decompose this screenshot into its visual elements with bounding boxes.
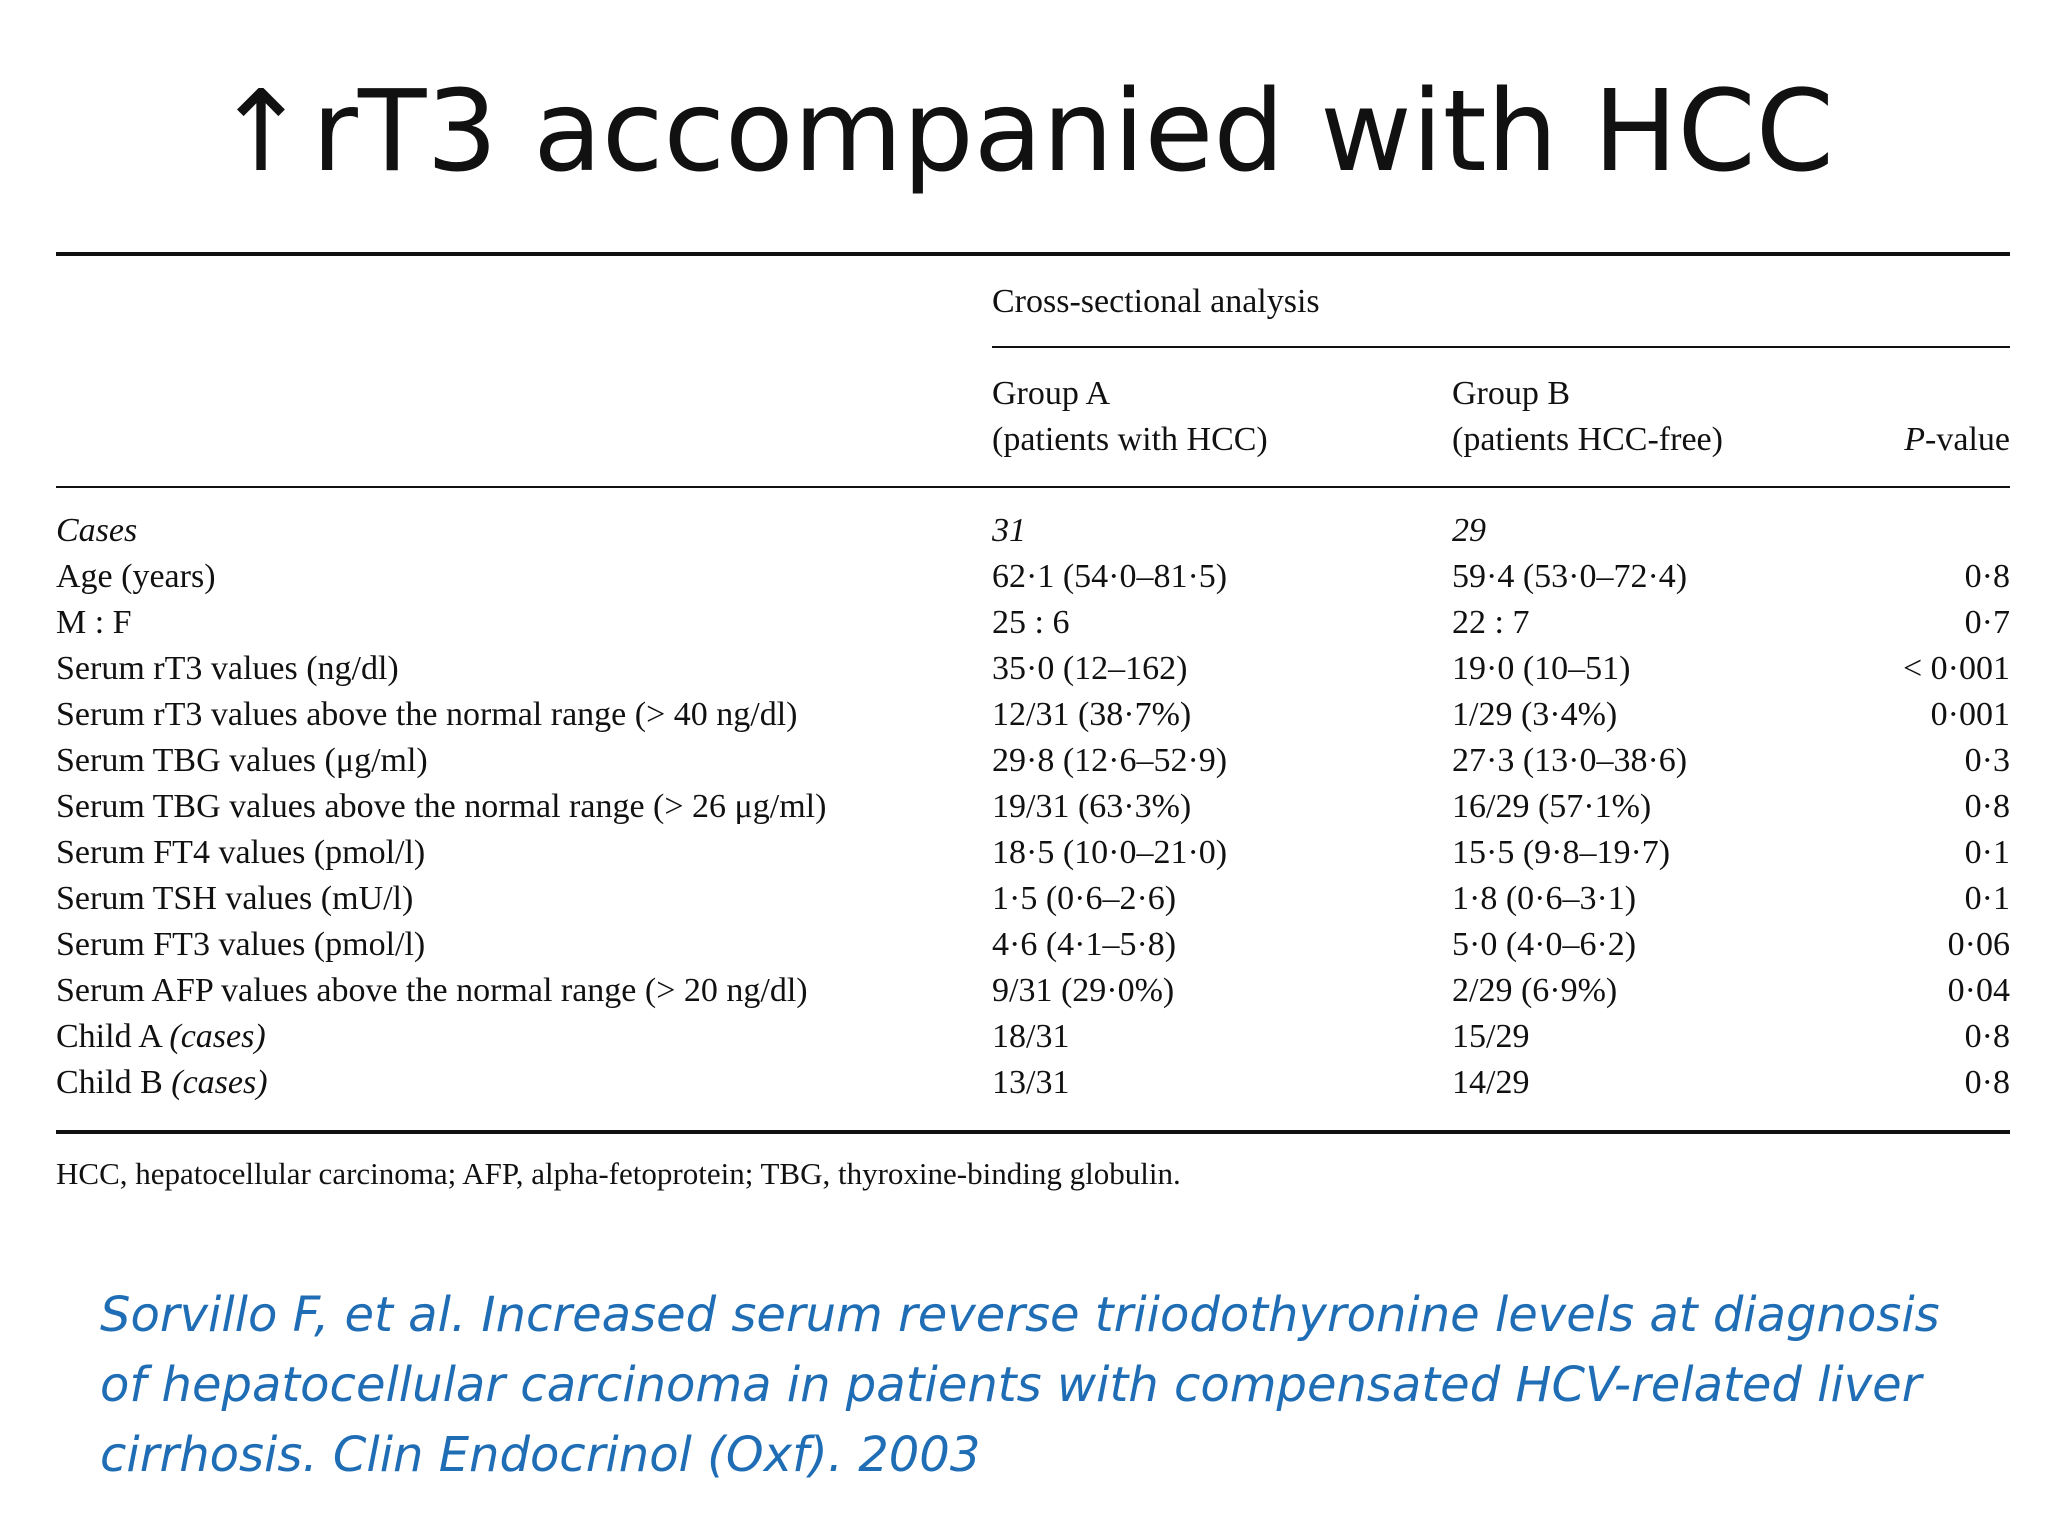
group-a-value: 18/31	[992, 1018, 1070, 1055]
group-b-value: 1/29 (3·4%)	[1452, 696, 1618, 733]
p-value: 0·8	[1964, 1064, 2010, 1101]
table-row: M : F 25 : 6 22 : 7 0·7	[0, 600, 2048, 646]
group-b-value: 27·3 (13·0–38·6)	[1452, 742, 1688, 779]
group-b-value: 15·5 (9·8–19·7)	[1452, 834, 1671, 871]
group-a-name: Group A	[992, 375, 1111, 412]
group-a-value: 31	[992, 512, 1026, 549]
group-a-value: 29·8 (12·6–52·9)	[992, 742, 1228, 779]
group-b-desc: (patients HCC-free)	[1452, 421, 1723, 458]
slide-title: ↑rT3 accompanied with HCC	[0, 62, 2048, 202]
table-row: Serum TSH values (mU/l) 1·5 (0·6–2·6) 1·…	[0, 876, 2048, 922]
table-row: Serum FT4 values (pmol/l) 18·5 (10·0–21·…	[0, 830, 2048, 876]
group-b-value: 2/29 (6·9%)	[1452, 972, 1618, 1009]
group-b-value: 59·4 (53·0–72·4)	[1452, 558, 1688, 595]
group-b-value: 29	[1452, 512, 1486, 549]
p-value-header-italic: P	[1904, 421, 1926, 458]
p-value: 0·001	[1930, 696, 2010, 733]
table-bottom-rule	[56, 1130, 2010, 1134]
row-label: Serum FT3 values (pmol/l)	[56, 926, 426, 963]
p-value-header: P-value	[1904, 417, 2010, 463]
table-body: Cases 31 29 Age (years) 62·1 (54·0–81·5)…	[0, 508, 2048, 1106]
row-label: Serum TBG values above the normal range …	[56, 788, 827, 825]
group-a-value: 62·1 (54·0–81·5)	[992, 558, 1228, 595]
p-value: 0·7	[1964, 604, 2010, 641]
row-label: Serum rT3 values (ng/dl)	[56, 650, 399, 687]
group-b-value: 16/29 (57·1%)	[1452, 788, 1652, 825]
group-a-value: 1·5 (0·6–2·6)	[992, 880, 1177, 917]
row-label: Child B (cases)	[56, 1060, 268, 1106]
row-label-text: Child A	[56, 1018, 161, 1055]
citation-reference: Sorvillo F, et al. Increased serum rever…	[100, 1287, 1940, 1483]
table-row: Serum rT3 values (ng/dl) 35·0 (12–162) 1…	[0, 646, 2048, 692]
row-label: Serum rT3 values above the normal range …	[56, 696, 798, 733]
group-a-value: 4·6 (4·1–5·8)	[992, 926, 1177, 963]
group-a-value: 9/31 (29·0%)	[992, 972, 1175, 1009]
table-row: Serum AFP values above the normal range …	[0, 968, 2048, 1014]
row-label: Serum FT4 values (pmol/l)	[56, 834, 426, 871]
cross-sectional-header: Cross-sectional analysis	[992, 283, 1320, 320]
group-a-value: 35·0 (12–162)	[992, 650, 1188, 687]
row-label-suffix: (cases)	[171, 1064, 268, 1101]
group-b-value: 14/29	[1452, 1064, 1530, 1101]
p-value: 0·3	[1964, 742, 2010, 779]
p-value: 0·06	[1947, 926, 2010, 963]
group-a-value: 25 : 6	[992, 604, 1070, 641]
p-value: 0·1	[1964, 834, 2010, 871]
span-header-rule	[992, 346, 2010, 348]
group-a-header: Group A (patients with HCC)	[992, 371, 1268, 463]
table-row: Age (years) 62·1 (54·0–81·5) 59·4 (53·0–…	[0, 554, 2048, 600]
row-label-suffix: (cases)	[169, 1018, 266, 1055]
row-label: Cases	[56, 512, 138, 549]
p-value: < 0·001	[1903, 650, 2010, 687]
row-label-text: Child B	[56, 1064, 163, 1101]
table-row: Cases 31 29	[0, 508, 2048, 554]
row-label: Serum TBG values (μg/ml)	[56, 742, 428, 779]
row-label: Age (years)	[56, 558, 216, 595]
group-b-value: 19·0 (10–51)	[1452, 650, 1631, 687]
p-value: 0·8	[1964, 558, 2010, 595]
p-value: 0·8	[1964, 788, 2010, 825]
group-b-value: 5·0 (4·0–6·2)	[1452, 926, 1637, 963]
table-row: Serum TBG values above the normal range …	[0, 784, 2048, 830]
table-row: Serum rT3 values above the normal range …	[0, 692, 2048, 738]
group-a-value: 18·5 (10·0–21·0)	[992, 834, 1228, 871]
group-b-value: 22 : 7	[1452, 604, 1530, 641]
up-arrow-icon: ↑	[214, 67, 308, 197]
group-a-desc: (patients with HCC)	[992, 421, 1268, 458]
group-a-value: 12/31 (38·7%)	[992, 696, 1192, 733]
p-value-header-rest: -value	[1925, 421, 2010, 458]
p-value: 0·8	[1964, 1018, 2010, 1055]
p-value: 0·1	[1964, 880, 2010, 917]
group-b-value: 15/29	[1452, 1018, 1530, 1055]
group-a-value: 19/31 (63·3%)	[992, 788, 1192, 825]
row-label: Serum TSH values (mU/l)	[56, 880, 414, 917]
group-b-name: Group B	[1452, 375, 1571, 412]
group-a-value: 13/31	[992, 1064, 1070, 1101]
table-row: Serum TBG values (μg/ml) 29·8 (12·6–52·9…	[0, 738, 2048, 784]
table-row: Child A (cases) 18/31 15/29 0·8	[0, 1014, 2048, 1060]
table-row: Child B (cases) 13/31 14/29 0·8	[0, 1060, 2048, 1106]
row-label: Child A (cases)	[56, 1014, 266, 1060]
table-top-rule	[56, 252, 2010, 256]
row-label: Serum AFP values above the normal range …	[56, 972, 808, 1009]
table-footnote: HCC, hepatocellular carcinoma; AFP, alph…	[56, 1156, 1181, 1191]
row-label: M : F	[56, 604, 132, 641]
group-b-value: 1·8 (0·6–3·1)	[1452, 880, 1637, 917]
group-b-header: Group B (patients HCC-free)	[1452, 371, 1723, 463]
table-header-rule	[56, 486, 2010, 488]
table-row: Serum FT3 values (pmol/l) 4·6 (4·1–5·8) …	[0, 922, 2048, 968]
p-value: 0·04	[1947, 972, 2010, 1009]
slide-title-text: rT3 accompanied with HCC	[311, 67, 1834, 197]
